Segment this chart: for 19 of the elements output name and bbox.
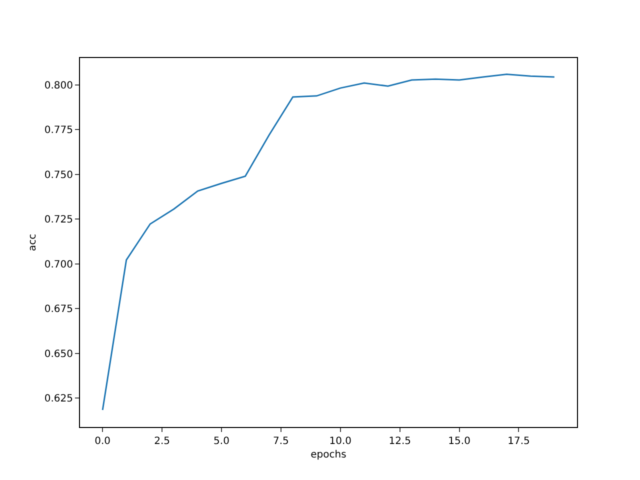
- x-tick-label: 12.5: [388, 436, 411, 447]
- x-tick-label: 7.5: [272, 436, 289, 447]
- y-tick-label: 0.775: [44, 125, 73, 136]
- y-tick-label: 0.725: [44, 214, 73, 226]
- x-tick-label: 5.0: [214, 436, 230, 447]
- y-tick-label: 0.800: [44, 80, 73, 92]
- y-tick-label: 0.625: [44, 394, 73, 405]
- x-tick-label: 17.5: [508, 436, 530, 447]
- y-tick-label: 0.750: [44, 170, 73, 181]
- x-axis-title: epochs: [310, 450, 346, 460]
- x-tick-label: 15.0: [448, 436, 470, 447]
- text: 0.0: [94, 436, 111, 447]
- y-axis-title: acc: [27, 234, 38, 252]
- y-tick-label: 0.675: [44, 304, 73, 316]
- y-tick-label: 0.700: [44, 259, 73, 270]
- x-tick-label: 10.0: [329, 436, 352, 447]
- line-series: [102, 74, 556, 411]
- y-tick-label: 0.650: [44, 348, 73, 360]
- x-tick-label: 2.5: [154, 436, 170, 447]
